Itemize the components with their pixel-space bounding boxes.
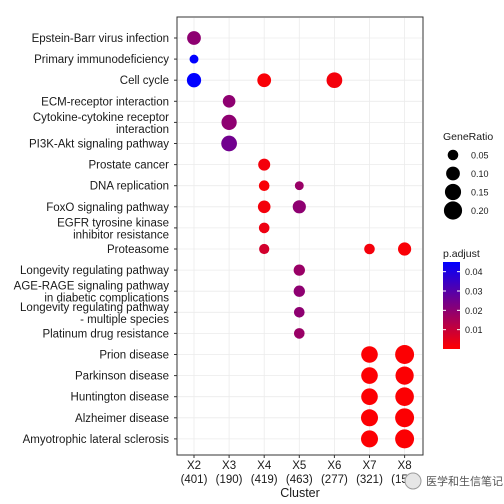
cluster-id-label: X4	[257, 460, 272, 472]
x-axis-title: Cluster	[280, 486, 320, 500]
data-point	[361, 388, 378, 406]
term-label: ECM-receptor interaction	[41, 96, 169, 108]
term-label: Longevity regulating pathway	[20, 265, 169, 277]
cluster-count-label: (190)	[216, 474, 243, 486]
data-point	[221, 114, 237, 131]
data-point	[361, 346, 378, 363]
watermark-logo-icon	[404, 472, 422, 490]
color-legend-label: 0.03	[465, 287, 483, 297]
cluster-count-label: (401)	[181, 474, 208, 486]
data-point	[257, 200, 271, 214]
plot-panel	[176, 16, 424, 456]
term-label: AGE-RAGE signaling pathway in diabetic co…	[14, 281, 170, 305]
cluster-count-label: (419)	[251, 474, 278, 486]
term-label: Alzheimer disease	[75, 413, 169, 425]
size-legend-label: 0.20	[471, 206, 489, 216]
term-label: Primary immunodeficiency	[34, 54, 169, 66]
cluster-id-label: X3	[222, 460, 236, 472]
cluster-id-label: X8	[398, 460, 412, 472]
term-label: Epstein-Barr virus infection	[32, 33, 169, 45]
term-label: Longevity regulating pathway - multiple s…	[20, 302, 169, 326]
cluster-count-label: (321)	[356, 474, 383, 486]
color-legend-label: 0.04	[465, 267, 483, 277]
data-points	[186, 31, 415, 449]
data-point	[395, 429, 415, 449]
data-point	[395, 387, 414, 406]
term-label: Platinum drug resistance	[42, 328, 169, 340]
data-point	[398, 242, 412, 256]
term-label: Prion disease	[99, 350, 169, 362]
data-point	[395, 345, 415, 364]
size-legend-key	[447, 149, 459, 161]
term-label: Parkinson disease	[75, 371, 169, 383]
size-legend-title: GeneRatio	[443, 131, 493, 143]
data-point	[258, 222, 270, 234]
watermark: 医学和生信笔记	[404, 472, 503, 490]
data-point	[222, 94, 236, 108]
term-label: DNA replication	[90, 181, 169, 193]
term-label: Huntington disease	[71, 392, 169, 404]
size-legend-label: 0.10	[471, 169, 489, 179]
size-legend-key	[444, 183, 462, 201]
grid-lines	[178, 18, 422, 454]
term-label: Cytokine-cytokine receptor interaction	[33, 112, 169, 136]
data-point	[293, 264, 305, 276]
color-legend-label: 0.02	[465, 306, 483, 316]
data-point	[294, 181, 304, 191]
term-label: Proteasome	[107, 244, 169, 256]
data-point	[360, 430, 379, 448]
cluster-count-label: (277)	[321, 474, 348, 486]
color-legend-title: p.adjust	[443, 248, 480, 260]
cluster-id-label: X5	[292, 460, 306, 472]
data-point	[257, 73, 272, 88]
data-point	[293, 285, 305, 297]
watermark-text: 医学和生信笔记	[426, 474, 503, 488]
term-label: Amyotrophic lateral sclerosis	[23, 434, 170, 446]
data-point	[360, 409, 379, 427]
term-label: Cell cycle	[120, 75, 169, 87]
data-point	[395, 408, 415, 428]
data-point	[186, 73, 202, 88]
term-label: PI3K-Akt signaling pathway	[29, 139, 169, 151]
size-legend: GeneRatio 0.05 0.10 0.15 0.20	[443, 131, 493, 220]
size-legend-key	[443, 201, 463, 220]
data-point	[258, 158, 271, 171]
cluster-id-label: X2	[187, 460, 201, 472]
cluster-id-label: X6	[327, 460, 341, 472]
data-point	[361, 367, 378, 384]
data-point	[292, 200, 306, 214]
color-legend-label: 0.01	[465, 325, 483, 335]
size-legend-label: 0.15	[471, 188, 489, 198]
cluster-count-label: (463)	[286, 474, 313, 486]
color-legend: p.adjust 0.01 0.02 0.03 0.04	[443, 248, 483, 349]
data-point	[189, 54, 199, 64]
color-legend-bar	[443, 262, 460, 349]
data-point	[258, 180, 270, 191]
term-label: EGFR tyrosine kinase inhibitor resistance	[57, 217, 169, 241]
term-label: FoxO signaling pathway	[46, 202, 169, 214]
data-point	[221, 135, 237, 152]
size-legend-key	[446, 166, 460, 181]
term-label: Prostate cancer	[88, 160, 169, 172]
data-point	[187, 31, 201, 45]
cluster-id-label: X7	[362, 460, 376, 472]
cluster-labels: X2 (401) X3 (190) X4 (419) X5 (463) X6 (277) X7 (32…	[181, 455, 418, 486]
data-point	[326, 72, 343, 89]
term-labels: Epstein-Barr virus infection Primary immu…	[14, 33, 177, 446]
size-legend-label: 0.05	[471, 151, 489, 161]
data-point	[395, 366, 414, 385]
data-point	[259, 243, 270, 255]
data-point	[294, 328, 305, 339]
data-point	[364, 243, 375, 255]
data-point	[294, 307, 305, 318]
